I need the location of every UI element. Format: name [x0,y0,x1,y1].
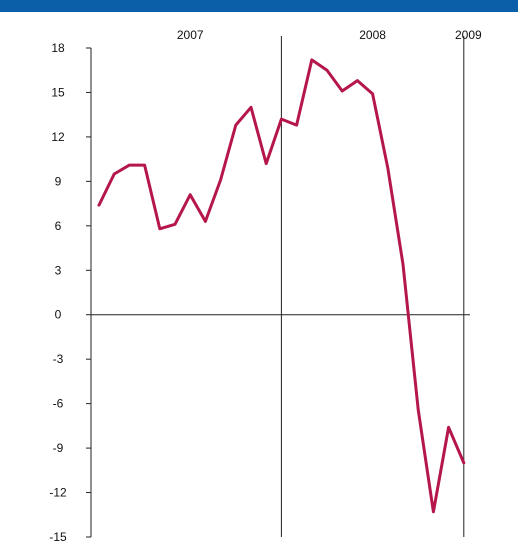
y-tick-label: 0 [55,308,62,322]
x-year-label: 2008 [359,28,386,42]
y-tick-label: 15 [51,85,65,99]
y-tick-label: -9 [53,441,64,455]
header-bar [0,0,518,12]
x-axis-year-labels: 2007 2008 2009 [177,28,482,42]
y-tick-label: 3 [55,263,62,277]
y-tick-label: 12 [51,130,65,144]
y-tick-label: 18 [51,41,65,55]
y-tick-label: 9 [55,174,62,188]
y-tick-label: 6 [55,219,62,233]
series-group [97,58,466,514]
line-chart: 18 15 12 9 6 3 0 -3 -6 -9 -12 -15 2007 2008 2009 [49,28,482,544]
y-tick-label: -6 [53,397,64,411]
y-tick-label: -3 [53,352,64,366]
x-year-label: 2007 [177,28,204,42]
x-year-label: 2009 [455,28,482,42]
chart-axes [90,36,470,537]
y-tick-label: -15 [49,530,67,544]
chart-panel: 18 15 12 9 6 3 0 -3 -6 -9 -12 -15 2007 2008 2009 [0,12,518,545]
y-tick-label: -12 [49,486,67,500]
y-axis-ticks: 18 15 12 9 6 3 0 -3 -6 -9 -12 -15 [49,41,91,544]
